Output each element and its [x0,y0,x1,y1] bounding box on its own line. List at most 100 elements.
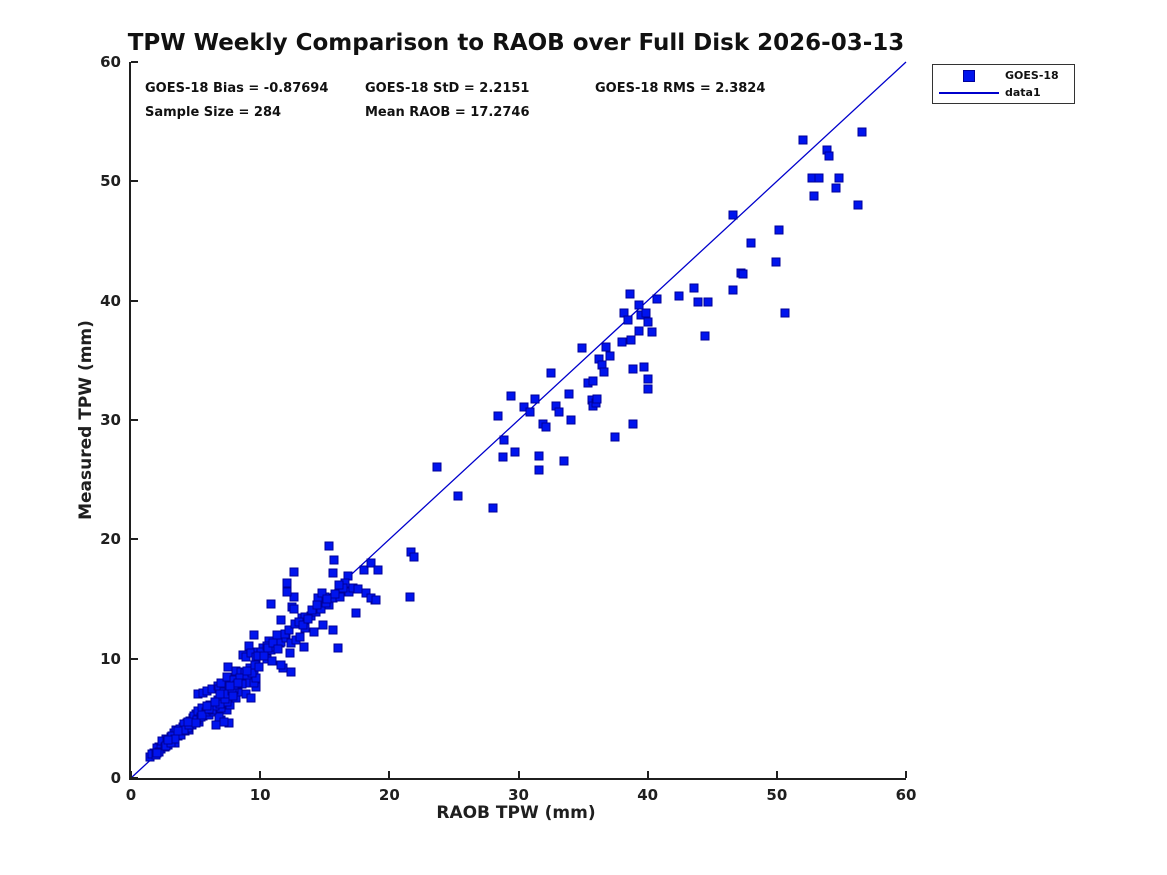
scatter-point [771,257,781,267]
y-tick [131,657,138,660]
scatter-point [831,183,841,193]
scatter-point [163,735,173,745]
scatter-point [318,620,328,630]
y-tick [131,777,138,779]
x-tick-label: 10 [249,786,271,804]
scatter-point [328,625,337,635]
scatter-point [333,643,343,653]
scatter-point [366,558,376,568]
scatter-point [534,451,544,461]
scatter-point [689,283,699,293]
scatter-point [330,589,340,599]
scatter-point [328,568,337,578]
scatter-point [276,660,286,670]
legend-row-goes18: GOES-18 [933,67,1074,84]
y-axis-label: Measured TPW (mm) [76,320,96,520]
scatter-point [738,269,748,279]
legend-label-goes18: GOES-18 [1005,69,1059,82]
scatter-point [312,600,322,610]
scatter-point [634,300,644,310]
scatter-point [588,376,598,386]
scatter-point [242,666,252,676]
y-tick [131,538,138,541]
scatter-point [373,565,383,575]
x-tick-label: 40 [637,786,659,804]
y-tick-label: 30 [100,411,121,429]
stat-sample-size: Sample Size = 284 [145,105,282,120]
stat-std: GOES-18 StD = 2.2151 [365,81,530,96]
x-tick-label: 30 [508,786,529,804]
x-tick [517,771,520,778]
scatter-point [628,364,638,374]
scatter-point [233,678,243,688]
scatter-point [210,697,220,707]
legend-label-data1: data1 [1005,86,1041,99]
x-tick-label: 60 [895,786,917,804]
scatter-point [371,595,381,605]
x-tick [775,771,778,778]
y-tick [131,61,138,63]
scatter-point [272,630,282,640]
scatter-point [652,294,662,304]
scatter-point [267,656,277,666]
scatter-point [647,327,657,337]
legend-key [933,91,1005,94]
scatter-point [409,552,419,562]
scatter-point [266,599,275,609]
scatter-point [276,615,286,625]
x-tick [646,771,649,778]
scatter-point [289,567,299,577]
scatter-point [299,642,309,652]
y-tick-label: 40 [100,291,121,310]
scatter-point [814,173,824,183]
scatter-point [728,285,738,295]
scatter-point [592,394,602,404]
scatter-point [566,415,576,425]
scatter-point [219,717,229,727]
scatter-point [541,422,551,432]
y-tick-label: 20 [100,530,121,549]
scatter-point [577,343,587,353]
stat-bias: GOES-18 Bias = -0.87694 [145,81,329,96]
scatter-point [780,308,790,318]
scatter-point [215,689,225,699]
scatter-point [303,614,313,624]
scatter-point [519,402,529,412]
scatter-point [183,717,193,727]
scatter-point [361,588,371,598]
scatter-point [857,127,867,137]
scatter-point [643,374,653,384]
scatter-point [703,297,713,307]
scatter-point [214,712,224,722]
scatter-point [625,289,635,298]
scatter-point [351,608,361,618]
scatter-point [254,662,264,672]
y-tick-label: 10 [100,649,121,668]
scatter-point [216,678,226,688]
stat-rms: GOES-18 RMS = 2.3824 [595,81,766,96]
scatter-point [191,718,201,728]
scatter-point [499,435,509,445]
scatter-point [246,693,256,703]
scatter-point [173,726,182,736]
scatter-point [263,643,273,653]
scatter-point [700,331,709,341]
scatter-point [309,627,319,637]
scatter-point [286,667,296,677]
scatter-point [564,389,574,399]
scatter-point [605,351,615,361]
scatter-point [628,419,638,429]
plot-area: 0 10 20 30 40 50 60 0 10 20 30 40 50 60 [100,53,916,804]
scatter-point [530,394,540,404]
scatter-point [249,630,259,640]
scatter-point [241,652,251,662]
scatter-point [834,173,844,183]
scatter-point [623,315,633,325]
scatter-point [506,391,516,401]
scatter-point [273,644,283,654]
scatter-point [634,326,644,335]
scatter-point [546,368,556,378]
x-tick-label: 50 [766,786,788,804]
scatter-point [317,588,327,598]
scatter-point [197,710,207,720]
